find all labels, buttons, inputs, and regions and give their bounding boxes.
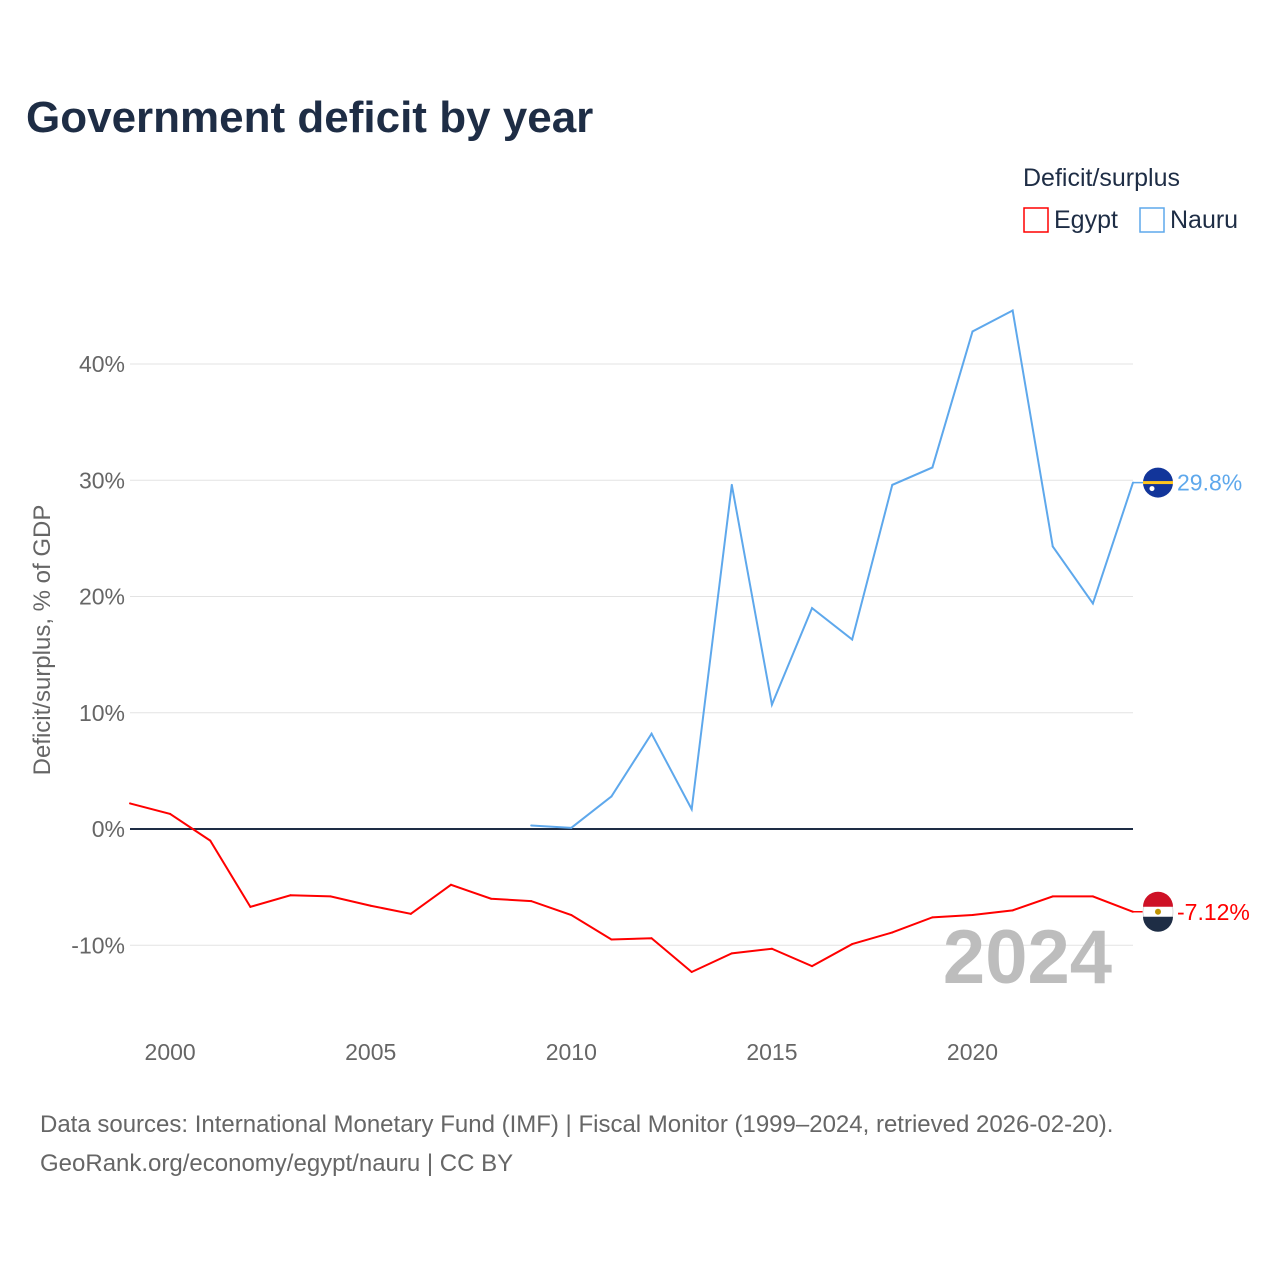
chart-title: Government deficit by year — [26, 93, 593, 142]
data-point-nauru — [891, 483, 894, 486]
data-point-nauru — [931, 466, 934, 469]
data-point-egypt — [730, 952, 733, 955]
data-point-egypt — [289, 894, 292, 897]
data-point-nauru — [1011, 309, 1014, 312]
end-value-label-nauru: 29.8% — [1177, 470, 1242, 496]
data-point-nauru — [650, 732, 653, 735]
data-point-egypt — [1091, 895, 1094, 898]
credit-link[interactable]: GeoRank.org/economy/egypt/nauru | CC BY — [40, 1150, 513, 1177]
flag-star — [1149, 486, 1155, 492]
legend-swatch-nauru — [1139, 207, 1165, 233]
series-line-nauru — [531, 309, 1134, 829]
data-point-egypt — [329, 895, 332, 898]
data-point-egypt — [169, 812, 172, 815]
x-tick-label: 2005 — [345, 1039, 396, 1065]
legend-swatch-egypt — [1023, 207, 1049, 233]
y-tick-label: 20% — [79, 584, 125, 610]
x-tick-label: 2020 — [947, 1039, 998, 1065]
legend-title: Deficit/surplus — [1023, 164, 1180, 192]
data-point-egypt — [209, 839, 212, 842]
data-point-egypt — [1051, 895, 1054, 898]
y-tick-label: 0% — [92, 816, 125, 842]
data-point-egypt — [891, 931, 894, 934]
data-point-egypt — [369, 904, 372, 907]
data-point-nauru — [811, 607, 814, 610]
x-tick-label: 2000 — [145, 1039, 196, 1065]
y-tick-label: 40% — [79, 351, 125, 377]
x-tick-label: 2010 — [546, 1039, 597, 1065]
source-note: Data sources: International Monetary Fun… — [40, 1111, 1113, 1138]
data-point-nauru — [530, 824, 533, 827]
data-point-egypt — [449, 883, 452, 886]
data-point-nauru — [851, 638, 854, 641]
data-point-egypt — [931, 916, 934, 919]
y-tick-label: 30% — [79, 467, 125, 493]
data-point-egypt — [971, 914, 974, 917]
y-axis-label: Deficit/surplus, % of GDP — [29, 505, 56, 776]
data-point-egypt — [1011, 909, 1014, 912]
y-tick-label: 10% — [79, 700, 125, 726]
data-point-egypt — [530, 900, 533, 903]
data-point-nauru — [1091, 602, 1094, 605]
data-point-nauru — [971, 330, 974, 333]
legend-item-nauru[interactable]: Nauru — [1139, 206, 1238, 234]
data-point-egypt — [409, 912, 412, 915]
data-point-nauru — [610, 795, 613, 798]
year-watermark: 2024 — [943, 915, 1112, 1000]
data-point-nauru — [1051, 545, 1054, 548]
data-point-egypt — [770, 947, 773, 950]
data-point-egypt — [570, 914, 573, 917]
y-tick-label: -10% — [71, 932, 125, 958]
data-point-egypt — [610, 938, 613, 941]
flag-stripe — [1143, 481, 1173, 485]
series-line-egypt — [129, 802, 1134, 974]
data-point-nauru — [770, 703, 773, 706]
data-point-egypt — [249, 905, 252, 908]
data-point-nauru — [570, 826, 573, 829]
data-point-egypt — [811, 965, 814, 968]
legend-item-egypt[interactable]: Egypt — [1023, 206, 1118, 234]
data-point-egypt — [650, 937, 653, 940]
legend-label-nauru: Nauru — [1170, 206, 1238, 234]
end-value-label-egypt: -7.12% — [1177, 899, 1250, 925]
data-point-nauru — [690, 808, 693, 811]
data-point-egypt — [129, 802, 131, 805]
data-point-nauru — [730, 483, 733, 486]
flag-stripe-black — [1143, 916, 1173, 932]
data-point-egypt — [690, 970, 693, 973]
data-point-egypt — [490, 897, 493, 900]
flag-eagle — [1155, 908, 1161, 915]
x-tick-label: 2015 — [746, 1039, 797, 1065]
legend-label-egypt: Egypt — [1054, 206, 1118, 234]
data-point-egypt — [851, 943, 854, 946]
flag-stripe-red — [1143, 891, 1173, 907]
